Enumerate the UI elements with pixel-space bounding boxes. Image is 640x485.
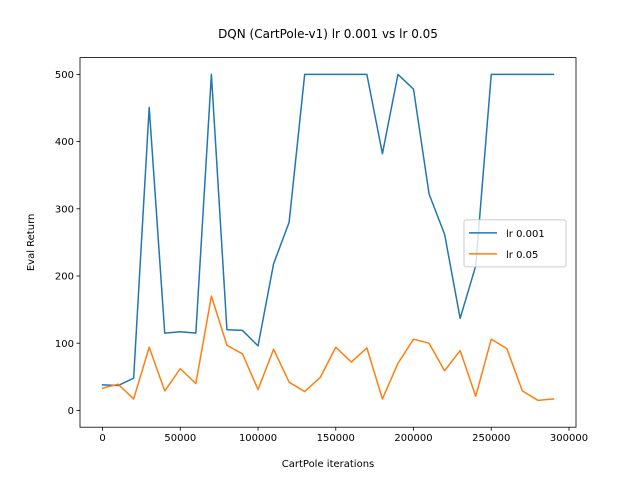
y-tick-label: 0	[68, 406, 74, 417]
legend-box	[463, 219, 567, 268]
chart-title: DQN (CartPole-v1) lr 0.001 vs lr 0.05	[218, 27, 438, 41]
series-line-2	[101, 295, 555, 402]
x-axis-ticks: 0 50000 100000 150000 200000 250000 300000	[99, 427, 588, 444]
y-axis-ticks: 0 100 200 300 400 500	[55, 70, 80, 417]
y-tick-label: 100	[55, 339, 74, 350]
x-tick-label: 200000	[394, 433, 432, 444]
y-axis-label: Eval Return	[26, 214, 37, 272]
x-tick-label: 150000	[317, 433, 355, 444]
y-tick-label: 500	[55, 70, 74, 81]
legend-label-1: lr 0.001	[506, 229, 545, 240]
y-tick-label: 300	[55, 204, 74, 215]
x-tick-label: 100000	[239, 433, 277, 444]
y-tick-label: 200	[55, 272, 74, 283]
y-tick-label: 400	[55, 137, 74, 148]
axes-frame	[79, 57, 577, 428]
x-tick-label: 300000	[550, 433, 588, 444]
legend-label-2: lr 0.05	[506, 250, 538, 261]
x-axis-label: CartPole iterations	[282, 459, 375, 470]
legend: lr 0.001 lr 0.05	[463, 219, 567, 268]
x-tick-label: 0	[99, 433, 105, 444]
x-tick-label: 250000	[472, 433, 510, 444]
x-tick-label: 50000	[164, 433, 196, 444]
